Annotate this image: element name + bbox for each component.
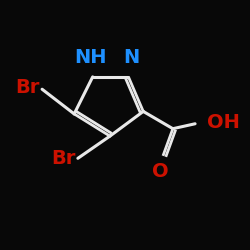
Text: NH: NH (74, 48, 106, 67)
Text: Br: Br (51, 149, 76, 168)
Text: OH: OH (208, 113, 240, 132)
Text: O: O (152, 162, 169, 181)
Text: N: N (123, 48, 139, 67)
Text: Br: Br (15, 78, 40, 98)
